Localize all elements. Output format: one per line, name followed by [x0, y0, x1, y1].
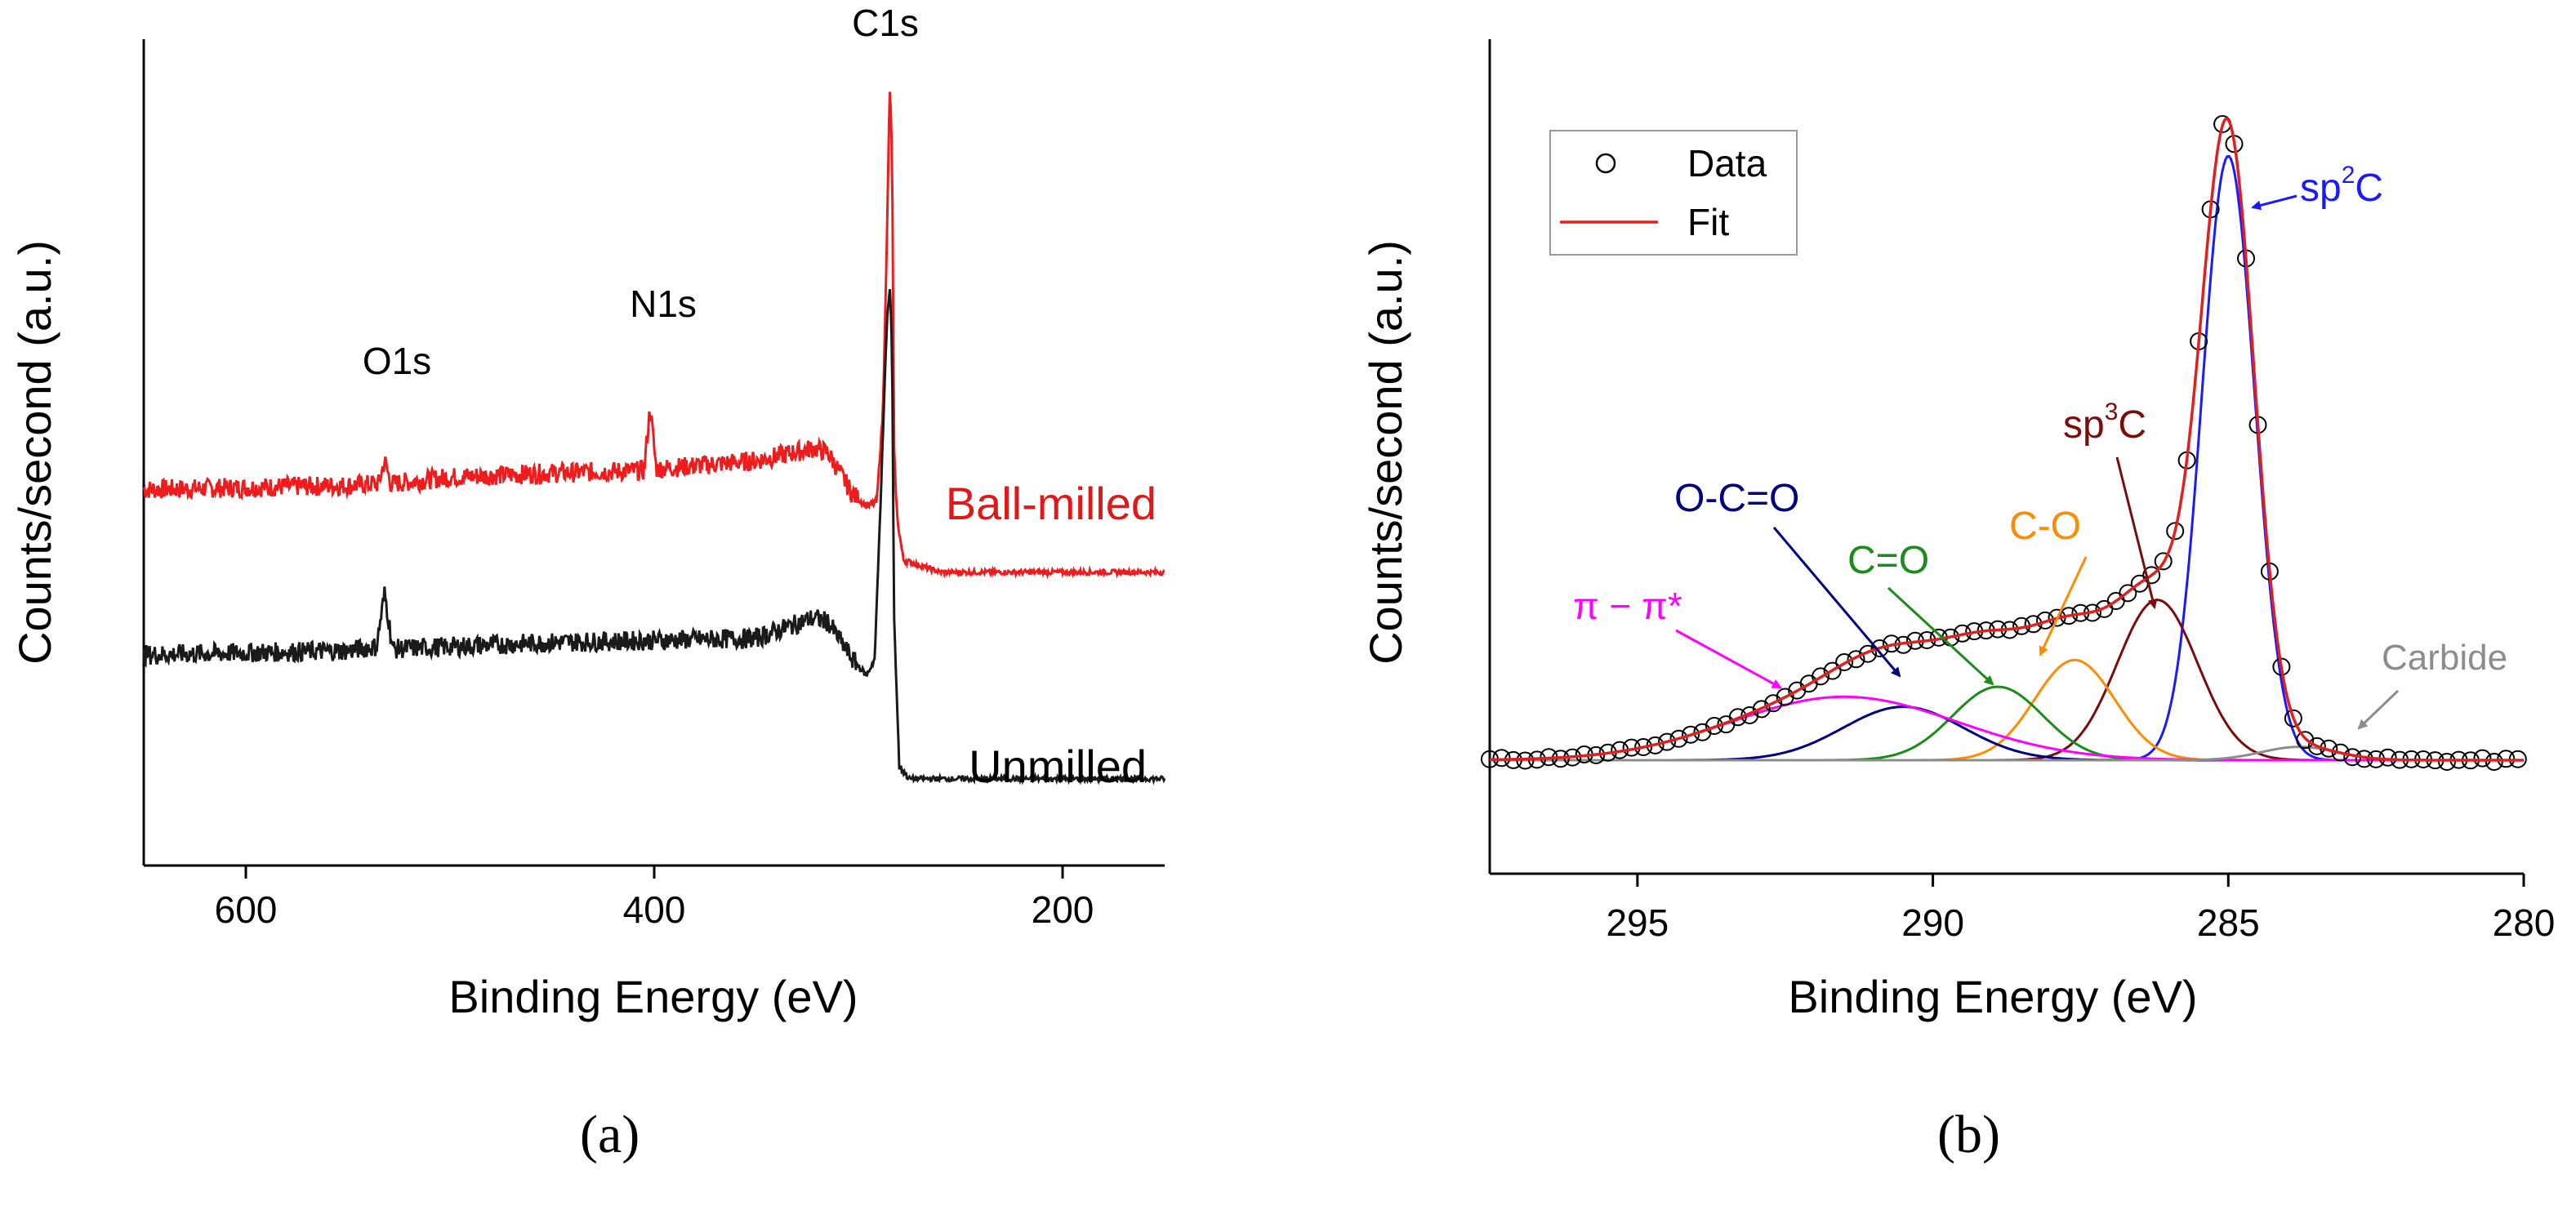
panel-b-component--: [1490, 695, 2524, 762]
panel-a-y-label: Counts/second (a.u.): [9, 240, 60, 665]
annotation-oco: O-C=O: [1674, 477, 1799, 520]
panel-b-x-tick-290: 290: [1901, 901, 1964, 944]
panel-b-data-point: [1682, 725, 1700, 744]
panel-b-data-point: [1812, 667, 1830, 686]
panel-b-data-point: [2485, 753, 2503, 771]
panel-b-data-point: [1705, 717, 1723, 735]
panel-b-data-point: [1764, 694, 1783, 713]
panel-b-data-point: [1823, 661, 1842, 680]
panel-b-data-point: [1728, 708, 1747, 727]
annotation-sp3c-arrow-icon: [2115, 456, 2158, 609]
panel-b-chart: 295 290 285 280 Binding Energy (eV) Coun…: [1360, 39, 2555, 1022]
annotation-co-arrow-icon: [2039, 556, 2088, 656]
panel-b-data-point: [2378, 748, 2397, 767]
panel-b-data-point: [1492, 749, 1511, 768]
legend-data-marker-icon: [1595, 153, 1616, 174]
annotation-carbide-arrow-icon: [2357, 689, 2400, 730]
annotation-co2-arrow-icon: [1887, 586, 1994, 686]
panel-b-data-point: [2331, 743, 2350, 762]
panel-b-data-point: [1740, 706, 1759, 724]
panel-b-data-point: [2438, 753, 2456, 771]
panel-b-data-point: [1847, 650, 1865, 669]
panel-a-chart: 600 400 200 Binding Energy (eV) Counts/s…: [9, 2, 1166, 1022]
panel-a-x-ticks: [244, 866, 1064, 879]
panel-b-data-point: [1669, 729, 1688, 748]
annotation-sp3c: sp3C: [2063, 398, 2146, 447]
panel-a-series-unmilled: [142, 289, 1166, 786]
panel-b-fit-line: [1490, 117, 2524, 762]
panel-a-peak-c1s: C1s: [852, 2, 919, 44]
panel-b-data-point: [2142, 566, 2161, 585]
panel-b-data-point: [2307, 737, 2326, 755]
panel-b-data-point: [2166, 522, 2185, 541]
annotation-pi-arrow-icon: [1675, 629, 1782, 689]
annotation-pi: π − π*: [1573, 585, 1682, 627]
panel-b-data-point: [1859, 644, 1877, 663]
panel-b-component-c-o: [1490, 658, 2524, 762]
annotation-carbide: Carbide: [2382, 638, 2507, 678]
annotation-co2: C=O: [1847, 539, 1929, 582]
annotation-sp2c: sp2C: [2300, 162, 2383, 210]
legend-fit-label: Fit: [1687, 201, 1729, 243]
panel-b-legend: Data Fit: [1549, 130, 1798, 256]
legend-data-label: Data: [1687, 142, 1767, 185]
panel-a-series-label-ball-milled: Ball-milled: [946, 478, 1157, 529]
legend-box: [1549, 130, 1798, 256]
panel-b-annotations: sp2C sp3C O-C=O C=O C-O π − π* Carbide: [1573, 162, 2507, 730]
panel-b-y-label: Counts/second (a.u.): [1360, 240, 1411, 665]
panel-b-data-point: [2473, 749, 2492, 768]
panel-b-x-label: Binding Energy (eV): [1788, 971, 2197, 1022]
panel-b-data-point: [2296, 731, 2315, 750]
annotation-co: C-O: [2009, 505, 2081, 548]
panel-a-peak-o1s: O1s: [363, 340, 431, 382]
panel-b-data-point: [2284, 709, 2302, 728]
panel-a-series-ball-milled: [142, 91, 1165, 580]
panel-b-data-point: [1658, 732, 1676, 751]
annotation-oco-arrow-icon: [1772, 527, 1901, 678]
panel-b-x-tick-280: 280: [2493, 901, 2556, 944]
panel-b-data-point: [1634, 738, 1653, 756]
panel-b-data-point: [1693, 723, 1712, 741]
annotation-sp2c-arrow-icon: [2251, 194, 2297, 211]
panel-a-series-label-unmilled: Unmilled: [969, 741, 1147, 792]
panel-a-x-label: Binding Energy (eV): [448, 971, 858, 1022]
panel-b-data-point: [2154, 552, 2173, 571]
panel-b-data-point: [2119, 584, 2137, 603]
panel-a-caption: (a): [580, 1105, 640, 1164]
panel-a-peak-n1s: N1s: [630, 283, 697, 325]
panel-b-x-tick-285: 285: [2197, 901, 2260, 944]
panel-a-x-tick-200: 200: [1032, 888, 1094, 931]
panel-b-data-point: [1870, 639, 1889, 657]
panel-b-data-point: [1752, 700, 1771, 719]
panel-a-x-tick-400: 400: [623, 888, 686, 931]
panel-b-caption: (b): [1937, 1105, 2000, 1164]
panel-b-x-ticks: [1636, 874, 2525, 887]
panel-b-x-tick-295: 295: [1606, 901, 1669, 944]
panel-a-x-tick-600: 600: [215, 888, 278, 931]
panel-b-data-point: [1835, 653, 1854, 671]
